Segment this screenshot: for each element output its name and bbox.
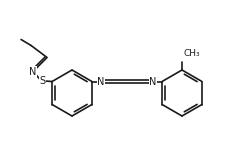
Text: N: N: [29, 66, 37, 76]
Text: S: S: [39, 76, 45, 85]
Text: CH₃: CH₃: [183, 49, 200, 58]
Text: N: N: [97, 76, 105, 86]
Text: N: N: [149, 76, 157, 86]
